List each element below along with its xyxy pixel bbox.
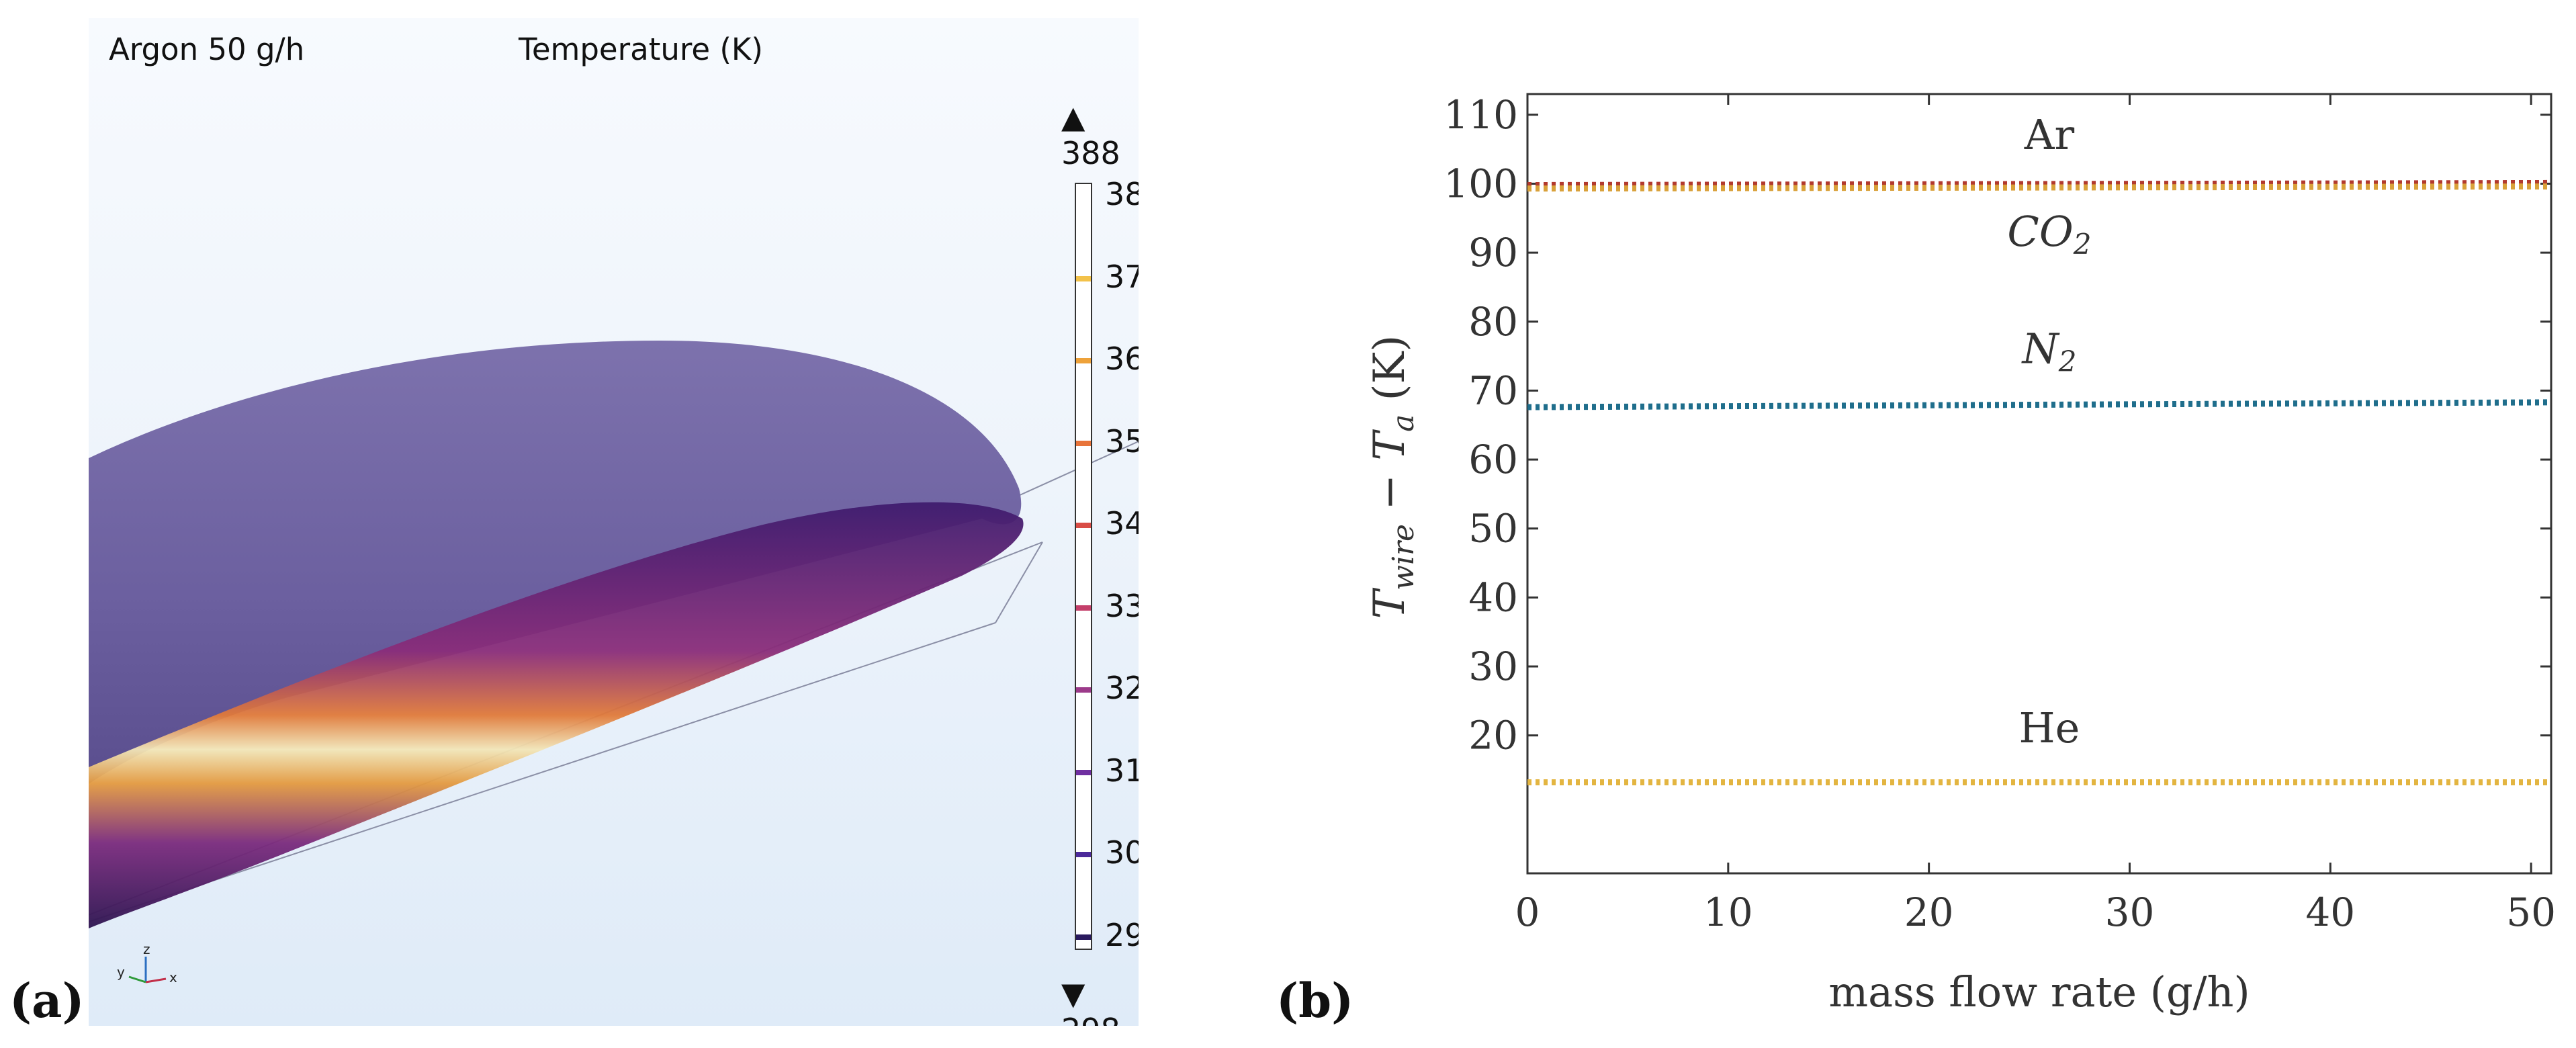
- colorbar-tick-mark: [1076, 605, 1091, 611]
- colorbar-tick-label: 368.33: [1105, 341, 1139, 378]
- colorbar-tick-label: 307.98: [1105, 834, 1139, 871]
- temperature-plume-render: [89, 341, 1139, 928]
- y-tick-label: 30: [1468, 644, 1518, 689]
- colorbar-tick-mark: [1076, 358, 1091, 364]
- max-marker-value: 388: [1061, 135, 1120, 171]
- triangle-down-icon: ▼: [1061, 975, 1085, 1012]
- x-tick-label: 50: [2506, 889, 2556, 935]
- plot-frame: [1526, 93, 2552, 875]
- render-subtitle: Argon 50 g/h: [109, 32, 305, 67]
- y-axis-label-op: −: [1365, 461, 1415, 524]
- chart-layer: 20 30 40 50 60 70 80 90 100 110 0 10 20 30 40 50 Ar CO2 N2…: [1444, 92, 2556, 935]
- colorbar: [1075, 183, 1092, 950]
- colorbar-tick-label: 338.16: [1105, 587, 1139, 624]
- colorbar-tick-mark: [1076, 440, 1091, 446]
- series-line-co2: [1527, 183, 2552, 192]
- series-annotation-co2: CO2: [2007, 207, 2091, 261]
- triangle-up-icon: ▲: [1061, 99, 1085, 135]
- temperature-difference-chart: 20 30 40 50 60 70 80 90 100 110 0 10 20 30 40 50 Ar CO2 N2…: [1365, 92, 2556, 1016]
- y-axis-label-base1: T: [1365, 587, 1415, 619]
- series-line-n2: [1527, 399, 2552, 410]
- min-marker-value: 298: [1061, 1012, 1120, 1026]
- colorbar-tick-label: 388.45: [1105, 176, 1139, 212]
- y-tick-label: 60: [1468, 437, 1518, 482]
- x-tick-label: 40: [2305, 889, 2355, 935]
- series-annotation-ar: Ar: [2024, 110, 2075, 159]
- min-marker: ▼ 298: [1061, 975, 1139, 1026]
- colorbar-tick-mark: [1076, 193, 1091, 199]
- series-annotation-he: He: [2019, 703, 2080, 752]
- axis-triad-y: y: [117, 964, 125, 980]
- y-axis-label: Twire − Ta (K): [1365, 335, 1421, 619]
- colorbar-tick-mark: [1076, 934, 1091, 940]
- render-quantity: Temperature (K): [519, 32, 763, 67]
- domain-edge-line: [995, 541, 1043, 623]
- y-tick-label: 100: [1444, 161, 1518, 206]
- temperature-render-panel: Argon 50 g/h Temperature (K): [89, 18, 1139, 1026]
- axis-triad-icon: z x y: [117, 942, 177, 986]
- x-tick-label: 10: [1703, 889, 1753, 935]
- y-axis-label-sub1: wire: [1386, 524, 1421, 591]
- y-tick-label: 70: [1468, 367, 1518, 413]
- y-axis-label-sub2: a: [1386, 414, 1421, 432]
- colorbar-tick-label: 348.21: [1105, 505, 1139, 542]
- y-tick-label: 20: [1468, 713, 1518, 758]
- axis-triad-z: z: [143, 942, 150, 957]
- colorbar-tick-label: 297.92: [1105, 917, 1139, 953]
- panel-a-label: (a): [9, 973, 85, 1029]
- colorbar-tick-mark: [1076, 852, 1091, 858]
- axis-triad-x: x: [169, 969, 177, 986]
- hot-core-isosurface: [89, 502, 1024, 928]
- colorbar-tick-mark: [1076, 523, 1091, 529]
- series-annotation-n2: N2: [2020, 324, 2076, 378]
- colorbar-tick-mark: [1076, 687, 1091, 693]
- y-tick-label: 40: [1468, 574, 1518, 620]
- colorbar-tick-label: 318.04: [1105, 752, 1139, 789]
- y-tick-label: 80: [1468, 299, 1518, 345]
- y-axis-label-unit: (K): [1365, 335, 1415, 414]
- x-tick-label: 30: [2105, 889, 2155, 935]
- colorbar-tick-label: 358.27: [1105, 423, 1139, 460]
- panel-b-label: (b): [1276, 973, 1354, 1029]
- y-axis-label-base2: T: [1365, 429, 1415, 461]
- colorbar-tick-mark: [1076, 769, 1091, 775]
- max-marker: ▲ 388: [1061, 99, 1139, 171]
- x-axis-label: mass flow rate (g/h): [1828, 967, 2250, 1016]
- colorbar-tick-mark: [1076, 275, 1091, 281]
- x-tick-label: 0: [1515, 889, 1540, 935]
- y-tick-label: 50: [1468, 506, 1518, 552]
- colorbar-tick-label: 328.1: [1105, 670, 1139, 707]
- y-tick-label: 110: [1444, 92, 1518, 138]
- colorbar-tick-label: 378.39: [1105, 258, 1139, 295]
- series-line-ar: [1527, 179, 2552, 189]
- x-tick-label: 20: [1904, 889, 1954, 935]
- y-tick-label: 90: [1468, 230, 1518, 275]
- domain-edge-line: [89, 622, 996, 922]
